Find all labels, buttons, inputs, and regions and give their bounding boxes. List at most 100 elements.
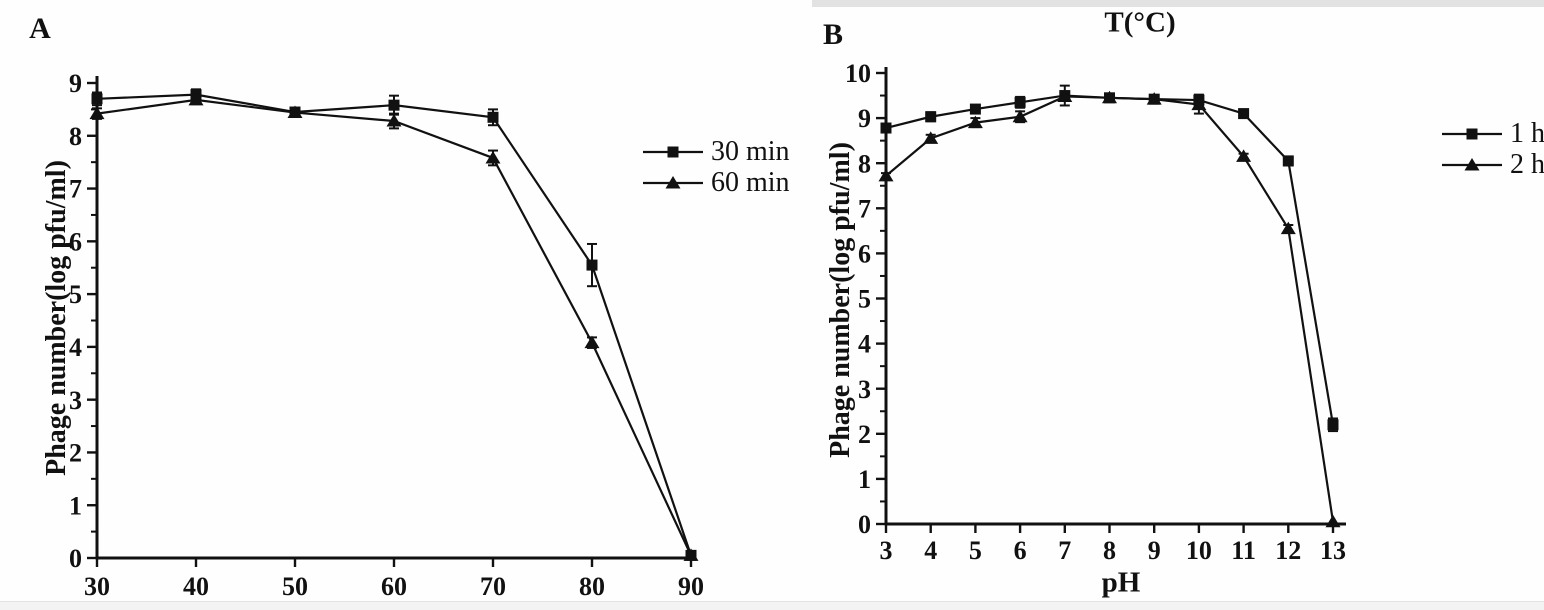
panel-a-label: A xyxy=(29,12,51,45)
x-tick-label: 7 xyxy=(1058,536,1071,565)
square-marker xyxy=(91,93,103,105)
square-marker xyxy=(487,111,499,123)
x-tick-label: 8 xyxy=(1103,536,1116,565)
square-marker xyxy=(925,111,937,123)
square-marker xyxy=(880,122,892,134)
triangle-marker xyxy=(485,150,501,164)
series-line xyxy=(885,94,1335,425)
triangle-marker xyxy=(287,105,303,119)
x-tick-label: 60 xyxy=(381,572,407,601)
legend-triangle-marker-icon xyxy=(1442,157,1502,170)
series-2-h xyxy=(878,89,1341,528)
series-1-h xyxy=(880,84,1339,433)
triangle-marker xyxy=(1325,514,1341,528)
y-tick-label: 4 xyxy=(858,330,871,359)
scan-artifact-top-strip xyxy=(812,0,1544,7)
legend-label: 30 min xyxy=(711,135,790,167)
triangle-marker xyxy=(584,335,600,349)
panel-a-y-axis-title: Phage number(log pfu/ml) xyxy=(41,160,72,476)
y-tick-label: 0 xyxy=(69,544,82,573)
x-tick-label: 3 xyxy=(880,536,893,565)
x-tick-label: 70 xyxy=(480,572,506,601)
y-tick-label: 3 xyxy=(69,386,82,415)
legend-item: 2 h xyxy=(1442,149,1544,180)
triangle-marker xyxy=(1102,90,1117,104)
series-line xyxy=(96,98,692,556)
triangle-marker xyxy=(683,548,699,561)
x-tick-label: 9 xyxy=(1148,536,1161,565)
series-30-min xyxy=(91,88,697,561)
x-tick-label: 30 xyxy=(84,572,110,601)
y-tick-label: 4 xyxy=(69,333,82,362)
panel-b-y-axis-title: Phage number(log pfu/ml) xyxy=(825,142,856,458)
y-tick-label: 5 xyxy=(858,285,871,314)
y-tick-label: 0 xyxy=(858,510,871,539)
x-tick-label: 80 xyxy=(579,572,605,601)
legend-item: 60 min xyxy=(643,167,790,198)
axes xyxy=(876,67,1346,533)
y-tick-label: 9 xyxy=(858,104,871,133)
x-tick-label: 90 xyxy=(678,572,704,601)
y-tick-label: 8 xyxy=(69,122,82,151)
y-tick-label: 3 xyxy=(858,375,871,404)
x-tick-label: 40 xyxy=(183,572,209,601)
legend-triangle-marker-icon xyxy=(643,175,703,188)
series-60-min xyxy=(89,92,699,561)
x-tick-label: 5 xyxy=(969,536,982,565)
triangle-marker xyxy=(967,115,983,129)
x-tick-label: 10 xyxy=(1186,536,1212,565)
triangle-marker xyxy=(1146,92,1162,105)
y-tick-label: 7 xyxy=(858,194,871,223)
triangle-marker xyxy=(923,131,939,144)
triangle-marker xyxy=(188,92,204,106)
panel-b-title: T(°C) xyxy=(1104,6,1176,39)
triangle-marker xyxy=(878,168,894,182)
y-tick-label: 6 xyxy=(69,227,82,256)
triangle-marker xyxy=(1191,97,1207,111)
legend-label: 60 min xyxy=(711,166,790,198)
panel-a-legend: 30 min 60 min xyxy=(643,136,790,198)
legend-label: 2 h xyxy=(1510,148,1544,180)
y-tick-label: 10 xyxy=(845,59,871,88)
square-marker xyxy=(1282,155,1294,167)
y-tick-label: 8 xyxy=(858,149,871,178)
triangle-marker xyxy=(89,106,105,120)
series-line xyxy=(96,93,693,556)
axes xyxy=(87,76,695,567)
y-tick-label: 2 xyxy=(858,420,871,449)
x-tick-label: 6 xyxy=(1014,536,1027,565)
legend-square-marker-icon xyxy=(643,146,703,157)
square-marker xyxy=(1238,108,1250,120)
y-tick-label: 1 xyxy=(69,491,82,520)
panel-a-plot: 0 1 2 3 4 5 6 7 8 9 30 40 50 60 70 80 90 xyxy=(69,69,704,601)
y-tick-label: 2 xyxy=(69,439,82,468)
legend-item: 30 min xyxy=(643,136,790,167)
y-tick-label: 9 xyxy=(69,69,82,98)
square-marker xyxy=(1327,419,1339,431)
panel-b-label: B xyxy=(822,18,844,51)
y-tick-label: 1 xyxy=(858,465,871,494)
square-marker xyxy=(1014,96,1026,108)
x-tick-label: 12 xyxy=(1275,536,1301,565)
x-tick-label: 50 xyxy=(282,572,308,601)
x-tick-label: 11 xyxy=(1231,536,1256,565)
y-tick-label: 7 xyxy=(69,175,82,204)
triangle-marker xyxy=(1236,149,1252,162)
square-marker xyxy=(586,259,598,271)
series-line xyxy=(885,95,1335,522)
square-marker xyxy=(388,99,400,111)
x-tick-label: 4 xyxy=(924,536,937,565)
triangle-marker xyxy=(1012,109,1028,123)
x-tick-label: 13 xyxy=(1320,536,1346,565)
triangle-marker xyxy=(386,114,402,127)
square-marker xyxy=(969,103,981,115)
y-tick-label: 5 xyxy=(69,280,82,309)
panel-b-x-axis-title: pH xyxy=(1101,566,1141,599)
scan-artifact-bottom-strip xyxy=(0,601,1544,610)
legend-label: 1 h xyxy=(1510,117,1544,149)
legend-square-marker-icon xyxy=(1442,128,1502,139)
